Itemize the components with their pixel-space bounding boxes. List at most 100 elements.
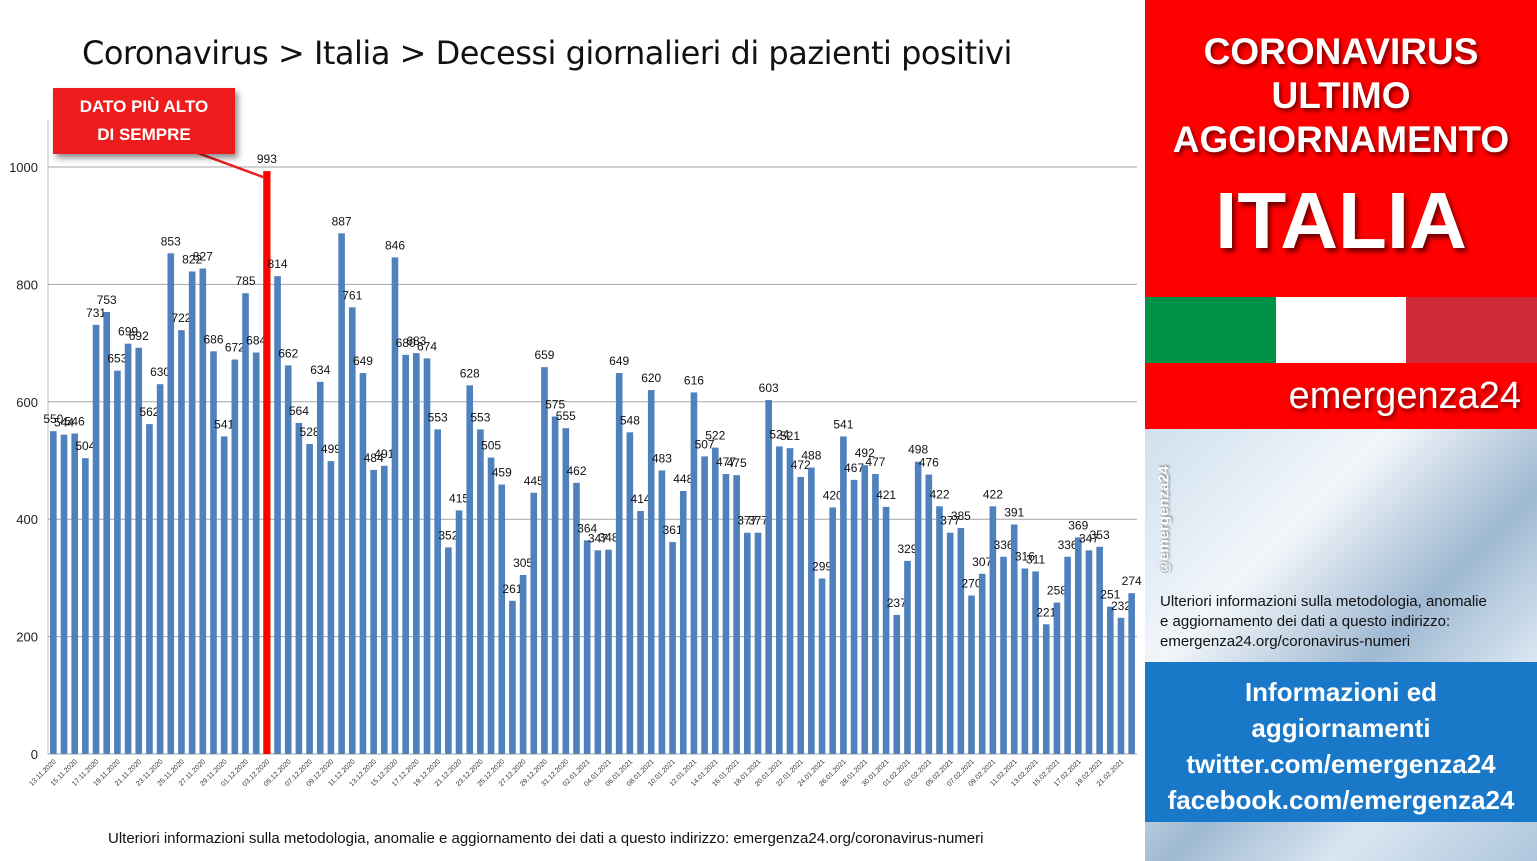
data-label: 522 [705,429,725,443]
bar [348,307,356,754]
data-label: 649 [609,354,629,368]
bar [1032,571,1039,754]
bar [722,474,730,754]
bar [295,422,303,754]
y-tick-label: 600 [16,395,38,410]
bar [231,359,239,754]
data-label: 491 [374,447,394,461]
data-label: 237 [887,596,907,610]
bar [733,475,740,754]
bar [1106,606,1114,754]
data-label: 422 [983,487,1003,501]
bar [306,444,313,754]
bar [626,432,634,754]
data-label: 347 [1079,531,1099,545]
data-label: 467 [844,461,864,475]
data-label: 415 [449,491,469,505]
bar [434,429,442,754]
method-line2: e aggiornamento dei dati a questo indiri… [1160,613,1451,630]
bar [669,542,676,754]
data-label: 853 [161,234,181,248]
bar [904,560,911,754]
data-label: 993 [257,152,277,166]
method-line1: Ulteriori informazioni sulla metodologia… [1160,593,1487,610]
y-tick-label: 1000 [9,160,38,175]
bar [338,233,345,754]
flag-green [1145,297,1276,363]
data-label: 553 [428,410,448,424]
y-tick-label: 400 [16,512,38,527]
data-label: 785 [235,274,255,288]
data-label: 699 [118,325,138,339]
data-label: 459 [492,466,512,480]
bar [701,456,708,754]
banner-country: ITALIA [1215,176,1467,265]
data-label: 475 [727,456,747,470]
bar [455,510,463,754]
bar [829,507,837,754]
bar [946,532,954,754]
bar [60,434,68,754]
bar [850,479,858,754]
bar [551,416,559,754]
data-label: 414 [631,492,651,506]
data-label: 377 [737,514,757,528]
bar [1128,593,1135,754]
data-label: 336 [1058,538,1078,552]
bar [637,510,644,754]
data-label: 603 [759,381,779,395]
data-label: 305 [513,556,533,570]
chart-title: Coronavirus > Italia > Decessi giornalie… [82,34,1012,72]
bar [936,506,943,754]
bar [242,293,249,754]
bar [1021,568,1029,754]
bar [114,370,121,754]
bar [1042,624,1050,754]
data-label: 846 [385,238,405,252]
facebook-link[interactable]: facebook.com/emergenza24 [1167,785,1515,815]
data-label: 251 [1100,588,1120,602]
bar [968,595,975,754]
bar [754,532,762,754]
bar [359,373,367,754]
bar [1053,602,1061,754]
flag-white [1275,297,1407,363]
bar [690,392,698,754]
data-label: 544 [54,416,74,430]
bar [1064,556,1071,754]
bar [893,614,901,754]
data-label: 307 [972,555,992,569]
bar [252,352,260,754]
bar [1010,524,1018,754]
data-label: 541 [833,417,853,431]
data-label: 887 [332,214,352,228]
banner-line2: ULTIMO [1271,75,1411,116]
data-label: 347 [588,531,608,545]
bar [989,506,997,754]
data-label: 221 [1036,605,1056,619]
bar [391,257,399,754]
bar [1000,556,1007,754]
data-label: 662 [278,346,298,360]
bar [210,351,217,754]
bar [445,547,452,754]
bar [605,549,612,754]
side-panel: CORONAVIRUS ULTIMO AGGIORNAMENTO ITALIA … [1145,0,1537,861]
data-label: 814 [268,257,288,271]
twitter-link[interactable]: twitter.com/emergenza24 [1186,749,1496,779]
data-label: 364 [577,521,597,535]
bar [562,428,570,754]
data-label: 575 [545,397,565,411]
bar [50,431,57,754]
bar [284,365,292,754]
callout-line2: DI SEMPRE [97,125,191,144]
data-label: 499 [321,442,341,456]
bar [978,573,986,754]
bar [743,532,751,754]
data-label: 827 [193,250,213,264]
bar [477,429,484,754]
data-label: 630 [150,365,170,379]
data-label: 385 [951,509,971,523]
record-callout: DATO PIÙ ALTO DI SEMPRE [53,88,235,154]
bar [370,469,377,754]
